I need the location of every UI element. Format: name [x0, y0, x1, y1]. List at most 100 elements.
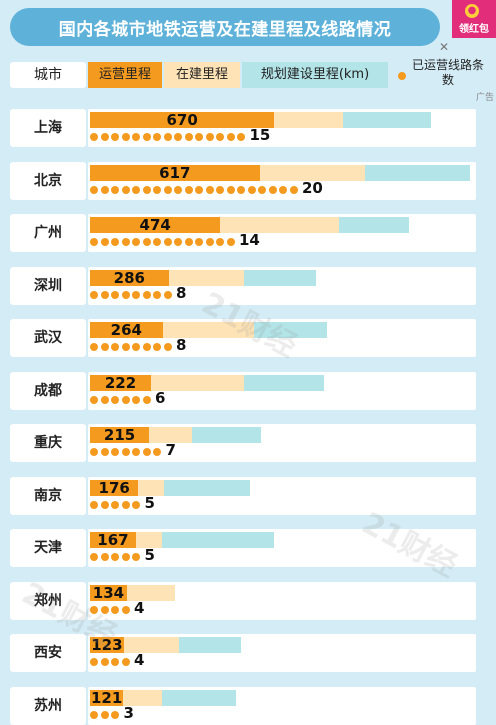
line-count-dot — [100, 658, 109, 666]
line-count-dot — [237, 185, 245, 194]
city-row: 广州 474 14 — [0, 207, 496, 259]
city-row: 重庆 215 7 — [0, 417, 496, 469]
line-count-dot — [121, 553, 130, 561]
line-count-dot — [153, 290, 161, 299]
line-count-label: 4 — [134, 651, 145, 669]
line-count-dot — [90, 605, 98, 614]
line-count-label: 7 — [165, 441, 176, 459]
operating-mileage-bar — [90, 322, 163, 338]
line-count-dot — [111, 395, 119, 404]
city-row: 天津 167 5 — [0, 522, 496, 574]
operating-mileage-bar — [90, 479, 139, 496]
line-count-dot — [111, 605, 119, 614]
city-label: 深圳 — [10, 266, 86, 305]
line-count-dot — [226, 238, 235, 246]
operating-mileage-label: 670 — [166, 111, 198, 129]
legend-operating: 运营里程 — [88, 62, 162, 88]
legend-line-dot — [398, 72, 406, 80]
line-count-label: 8 — [176, 283, 187, 302]
line-count-dot — [132, 290, 140, 299]
city-label: 北京 — [10, 161, 86, 200]
red-envelope-badge[interactable]: ● 领红包 — [452, 0, 496, 38]
city-label: 广州 — [10, 214, 86, 252]
city-row: 成都 222 6 — [0, 365, 496, 417]
line-count-dot — [163, 185, 172, 194]
operating-mileage-label: 215 — [103, 426, 136, 444]
line-count-dot — [111, 238, 119, 246]
legend-planned: 规划建设里程(km) — [242, 62, 388, 88]
line-count-dot — [153, 238, 161, 246]
line-count-dot — [184, 238, 193, 246]
line-count-dot — [132, 395, 140, 404]
line-count-dot — [289, 185, 298, 194]
line-count-dot — [100, 605, 109, 614]
line-count-dot — [121, 290, 130, 299]
line-count-dot — [258, 185, 266, 194]
line-count-dot — [163, 343, 172, 351]
city-label: 天津 — [10, 529, 86, 567]
line-count-dot — [90, 395, 98, 404]
line-count-dot — [195, 185, 203, 194]
line-count-dot — [111, 448, 119, 456]
line-count-dot — [226, 185, 235, 194]
line-count-dot — [121, 448, 130, 456]
line-count-dot — [90, 710, 98, 719]
operating-mileage-bar — [90, 164, 260, 181]
operating-mileage-label: 222 — [104, 373, 137, 392]
operating-mileage-bar — [90, 112, 275, 128]
line-count-dot — [216, 185, 224, 194]
line-count-dot — [111, 290, 119, 299]
city-label: 重庆 — [10, 424, 86, 462]
line-count-dot — [163, 238, 172, 246]
city-label: 南京 — [10, 476, 86, 515]
line-count-dot — [184, 133, 193, 141]
operating-mileage-bar — [90, 584, 127, 601]
line-count-label: 4 — [134, 598, 145, 617]
operating-mileage-label: 617 — [159, 163, 191, 182]
close-icon[interactable]: ✕ — [438, 40, 450, 54]
line-count-dot — [100, 553, 109, 561]
city-label: 郑州 — [10, 581, 86, 620]
line-count-dot — [195, 238, 203, 246]
line-count-dot — [132, 448, 140, 456]
operating-mileage-bar — [90, 532, 136, 548]
operating-mileage-label: 286 — [113, 268, 145, 287]
city-label: 武汉 — [10, 319, 86, 357]
line-count-dot — [132, 133, 140, 141]
city-row: 武汉 264 8 — [0, 312, 496, 364]
city-row: 苏州 121 3 — [0, 680, 496, 725]
city-label: 苏州 — [10, 686, 86, 725]
line-count-dot — [132, 500, 140, 509]
operating-mileage-label: 167 — [97, 531, 129, 549]
line-count-dot — [279, 185, 287, 194]
operating-mileage-bar — [90, 637, 124, 653]
legend-lines-label: 已运营线路条数 — [411, 58, 484, 87]
line-count-dot — [205, 133, 214, 141]
line-count-dot — [174, 185, 182, 194]
line-count-label: 14 — [239, 231, 260, 249]
line-count-label: 15 — [249, 126, 271, 144]
line-count-dot — [121, 343, 130, 351]
line-count-dot — [153, 448, 161, 456]
line-count-dot — [153, 133, 161, 141]
line-count-label: 5 — [144, 493, 155, 512]
line-count-dot — [237, 133, 245, 141]
line-count-dot — [111, 133, 119, 141]
line-count-label: 6 — [155, 388, 166, 407]
city-row: 郑州 134 4 — [0, 575, 496, 627]
line-count-dot — [132, 185, 140, 194]
line-count-dot — [121, 605, 130, 614]
line-count-dot — [268, 185, 277, 194]
line-count-dot — [100, 500, 109, 509]
city-label: 西安 — [10, 634, 86, 672]
line-count-dot — [216, 238, 224, 246]
city-row: 西安 123 4 — [0, 627, 496, 679]
line-count-dot — [100, 290, 109, 299]
line-count-dot — [90, 185, 98, 194]
city-row: 南京 176 5 — [0, 470, 496, 522]
line-count-dot — [226, 133, 235, 141]
line-count-dot — [205, 185, 214, 194]
line-count-dot — [100, 133, 109, 141]
city-label: 成都 — [10, 371, 86, 410]
